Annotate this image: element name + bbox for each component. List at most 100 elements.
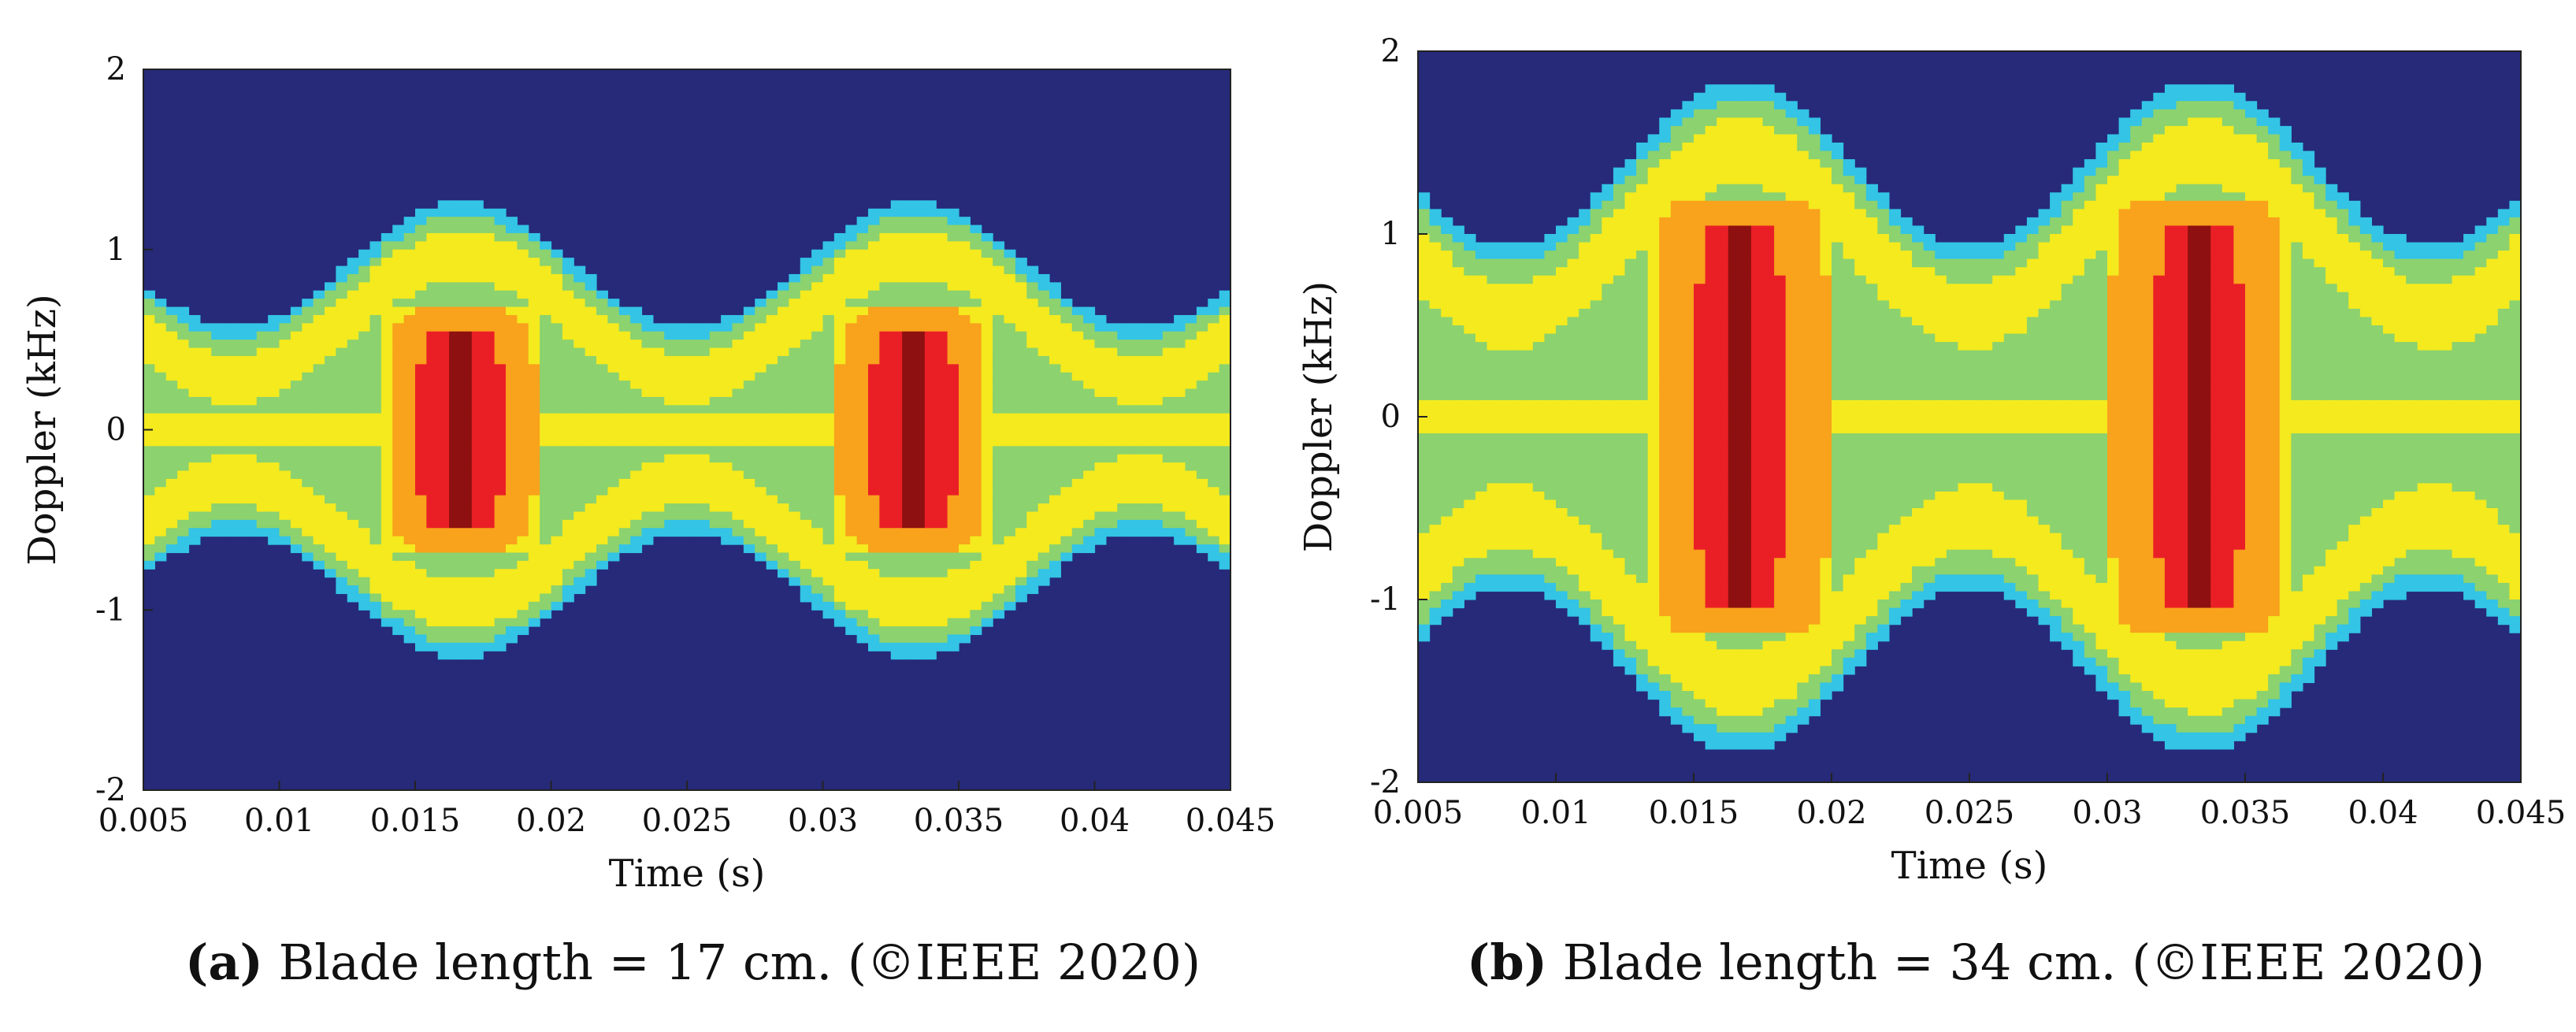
- spectrogram-cell: [800, 355, 812, 365]
- spectrogram-cell: [902, 503, 915, 513]
- spectrogram-cell: [856, 487, 869, 496]
- spectrogram-cell: [279, 528, 291, 537]
- spectrogram-cell: [1567, 541, 1579, 551]
- spectrogram-cell: [1441, 541, 1453, 551]
- spectrogram-cell: [970, 290, 982, 299]
- spectrogram-cell: [618, 340, 631, 349]
- spectrogram-cell: [822, 331, 835, 340]
- spectrogram-cell: [1004, 487, 1016, 496]
- spectrogram-cell: [483, 314, 496, 324]
- spectrogram-cell: [494, 544, 507, 554]
- spectrogram-cell: [483, 536, 496, 545]
- spectrogram-cell: [415, 241, 427, 251]
- spectrogram-cell: [868, 208, 880, 217]
- spectrogram-cell: [902, 429, 915, 439]
- spectrogram-cell: [1602, 549, 1614, 559]
- spectrogram-cell: [913, 249, 926, 258]
- spectrogram-cell: [698, 381, 711, 390]
- spectrogram-cell: [1579, 574, 1591, 584]
- spectrogram-cell: [177, 413, 190, 422]
- spectrogram-cell: [279, 495, 291, 504]
- spectrogram-cell: [709, 323, 722, 332]
- spectrogram-cell: [1004, 381, 1016, 390]
- spectrogram-cell: [1185, 388, 1197, 398]
- spectrogram-cell: [234, 437, 246, 447]
- spectrogram-cell: [1636, 275, 1649, 284]
- spectrogram-cell: [380, 462, 393, 472]
- spectrogram-cell: [1556, 275, 1568, 284]
- spectrogram-cell: [143, 470, 155, 480]
- spectrogram-cell: [483, 372, 496, 381]
- spectrogram-cell: [993, 446, 1005, 455]
- spectrogram-cell: [1174, 405, 1186, 414]
- spectrogram-cell: [1441, 300, 1453, 310]
- spectrogram-cell: [1140, 364, 1152, 373]
- spectrogram-cell: [890, 552, 903, 562]
- spectrogram-cell: [403, 560, 416, 570]
- spectrogram-cell: [1682, 342, 1694, 351]
- spectrogram-cell: [290, 503, 303, 513]
- spectrogram-cell: [1532, 408, 1546, 418]
- spectrogram-cell: [1071, 413, 1084, 422]
- spectrogram-cell: [947, 331, 960, 340]
- spectrogram-cell: [199, 405, 212, 414]
- spectrogram-cell: [551, 265, 563, 275]
- spectrogram-cell: [800, 364, 812, 373]
- spectrogram-cell: [1026, 519, 1039, 529]
- spectrogram-cell: [347, 347, 359, 357]
- spectrogram-cell: [1647, 674, 1660, 684]
- spectrogram-cell: [302, 495, 314, 504]
- spectrogram-cell: [347, 552, 359, 562]
- spectrogram-cell: [664, 462, 677, 472]
- spectrogram-cell: [585, 487, 597, 496]
- spectrogram-cell: [1071, 314, 1084, 324]
- spectrogram-cell: [1015, 462, 1027, 472]
- spectrogram-cell: [517, 478, 529, 488]
- spectrogram-cell: [856, 560, 869, 570]
- spectrogram-cell: [1670, 317, 1683, 326]
- spectrogram-cell: [1579, 616, 1591, 626]
- spectrogram-cell: [1613, 474, 1626, 484]
- spectrogram-cell: [1196, 437, 1208, 447]
- spectrogram-cell: [551, 470, 563, 480]
- spectrogram-cell: [573, 429, 586, 439]
- spectrogram-cell: [540, 323, 552, 332]
- spectrogram-cell: [959, 437, 971, 447]
- spectrogram-cell: [641, 396, 654, 406]
- spectrogram-cell: [1567, 566, 1579, 575]
- spectrogram-cell: [993, 560, 1005, 570]
- spectrogram-cell: [392, 552, 405, 562]
- spectrogram-cell: [1487, 508, 1499, 518]
- spectrogram-cell: [630, 421, 643, 431]
- spectrogram-cell: [959, 232, 971, 242]
- spectrogram-cell: [596, 446, 608, 455]
- spectrogram-cell: [437, 634, 450, 644]
- spectrogram-cell: [1682, 450, 1694, 459]
- spectrogram-cell: [789, 577, 801, 586]
- spectrogram-cell: [1071, 396, 1084, 406]
- spectrogram-cell: [721, 429, 733, 439]
- spectrogram-cell: [437, 208, 450, 217]
- spectrogram-cell: [483, 306, 496, 316]
- spectrogram-cell: [1037, 405, 1050, 414]
- spectrogram-cell: [924, 232, 937, 242]
- spectrogram-cell: [959, 331, 971, 340]
- spectrogram-cell: [924, 381, 937, 390]
- spectrogram-cell: [426, 446, 439, 455]
- spectrogram-cell: [1624, 192, 1637, 202]
- spectrogram-cell: [1037, 519, 1050, 529]
- spectrogram-cell: [641, 405, 654, 414]
- spectrogram-cell: [494, 282, 507, 291]
- spectrogram-cell: [245, 355, 258, 365]
- spectrogram-cell: [1060, 495, 1073, 504]
- spectrogram-cell: [1659, 251, 1672, 260]
- spectrogram-cell: [822, 446, 835, 455]
- spectrogram-cell: [494, 299, 507, 308]
- spectrogram-cell: [664, 405, 677, 414]
- spectrogram-cell: [471, 290, 484, 299]
- spectrogram-cell: [1602, 624, 1614, 633]
- spectrogram-cell: [1636, 607, 1649, 617]
- spectrogram-cell: [1647, 200, 1660, 210]
- spectrogram-cell: [743, 372, 755, 381]
- spectrogram-cell: [1532, 582, 1546, 592]
